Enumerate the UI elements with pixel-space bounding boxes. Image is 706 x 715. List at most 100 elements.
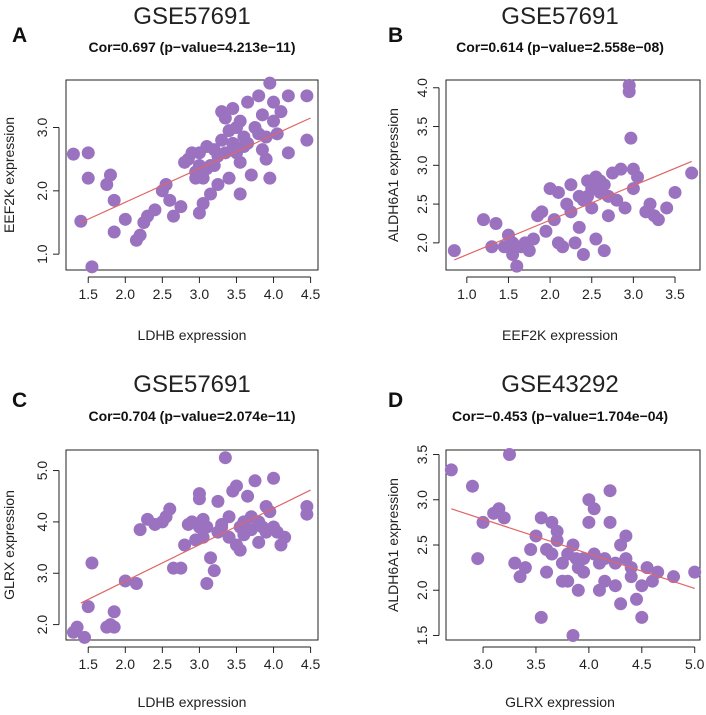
panel-d: D GSE43292 Cor=−0.453 (p−value=1.704e−04) 3… [385,371,705,710]
data-point [534,610,548,624]
x-tick-label: 3.5 [526,656,546,672]
data-point [688,565,702,579]
data-point [174,200,188,214]
data-point [603,484,617,498]
data-point [107,193,121,207]
x-tick-label: 5.0 [685,656,705,672]
data-point [281,146,295,160]
plot-frame [65,449,319,641]
data-point [241,95,255,109]
data-point [270,127,284,141]
data-point [447,244,461,258]
data-point [222,171,236,185]
data-point [489,216,503,230]
data-point [601,209,615,223]
data-point [597,244,611,258]
data-point [618,201,632,215]
data-point [218,146,232,160]
data-point [215,133,229,147]
x-axis-label: EEF2K expression [502,327,618,343]
y-tick-label: 3.5 [414,117,430,137]
chart-subtitle: Cor=−0.453 (p−value=1.704e−04) [452,408,668,424]
data-point [610,193,624,207]
x-tick-label: 4.0 [579,656,599,672]
data-point [643,197,657,211]
data-point [222,510,236,524]
data-point [133,228,147,242]
data-point [233,187,247,201]
data-point [614,597,628,611]
x-tick-label: 4.5 [301,286,321,302]
data-point [300,89,314,103]
data-point [476,213,490,227]
data-point [263,505,277,519]
data-point [566,538,580,552]
data-point [577,552,591,566]
data-point [534,511,548,525]
data-point [207,564,221,578]
y-tick-label: 2.5 [414,535,430,555]
data-point [107,620,121,634]
y-tick-label: 1.0 [34,244,50,264]
data-point [248,474,262,488]
panel-letter: B [388,24,403,47]
x-tick-label: 2.5 [153,656,173,672]
data-point [278,530,292,544]
data-point [535,205,549,219]
data-point [129,577,143,591]
x-tick-label: 3.0 [190,656,210,672]
x-tick-label: 3.5 [665,286,685,302]
data-point [572,220,586,234]
data-point [163,502,177,516]
data-point [107,225,121,239]
data-point [81,600,95,614]
data-point [547,213,561,227]
data-point [259,130,273,144]
data-point [218,111,232,125]
data-point [624,570,638,584]
data-point [233,543,247,557]
data-point [510,259,524,273]
data-point [577,565,591,579]
y-tick-label: 2.0 [34,181,50,201]
data-point [226,102,240,115]
plot-frame [445,79,701,271]
x-tick-label: 3.0 [473,656,493,672]
data-point [508,556,522,570]
data-point [640,561,654,575]
data-point [471,552,485,566]
data-point [598,574,612,588]
regression-line [80,117,311,224]
chart-title: GSE57691 [501,3,618,30]
data-point [622,78,636,92]
data-point [630,592,643,606]
data-point [200,520,214,534]
y-axis-label: EEF2K expression [1,117,17,233]
y-tick-label: 3.5 [414,445,430,465]
data-point [81,146,95,160]
data-point [624,131,638,145]
chart-subtitle: Cor=0.697 (p−value=4.213e−11) [88,39,295,55]
data-point [255,108,269,122]
data-point [539,224,553,238]
data-point [540,565,554,579]
y-axis-label: ALDH6A1 expression [385,478,401,612]
x-axis-label: GLRX expression [505,694,615,710]
data-point [635,579,649,593]
data-point [597,178,611,192]
data-point [163,193,177,207]
data-point [564,178,578,192]
data-point [522,244,536,258]
y-axis-label: GLRX expression [1,490,17,600]
x-axis-label: LDHB expression [138,694,247,710]
data-point [497,511,511,525]
x-tick-label: 3.5 [227,656,247,672]
y-tick-label: 3.0 [34,118,50,138]
y-axis-label: ALDH6A1 expression [385,108,401,242]
data-point [159,178,173,191]
data-point [267,95,281,109]
data-point [274,105,288,119]
data-point [556,240,570,254]
panel-b: B GSE57691 Cor=0.614 (p−value=2.558e−08) 1.… [385,3,701,343]
data-point [244,168,258,182]
